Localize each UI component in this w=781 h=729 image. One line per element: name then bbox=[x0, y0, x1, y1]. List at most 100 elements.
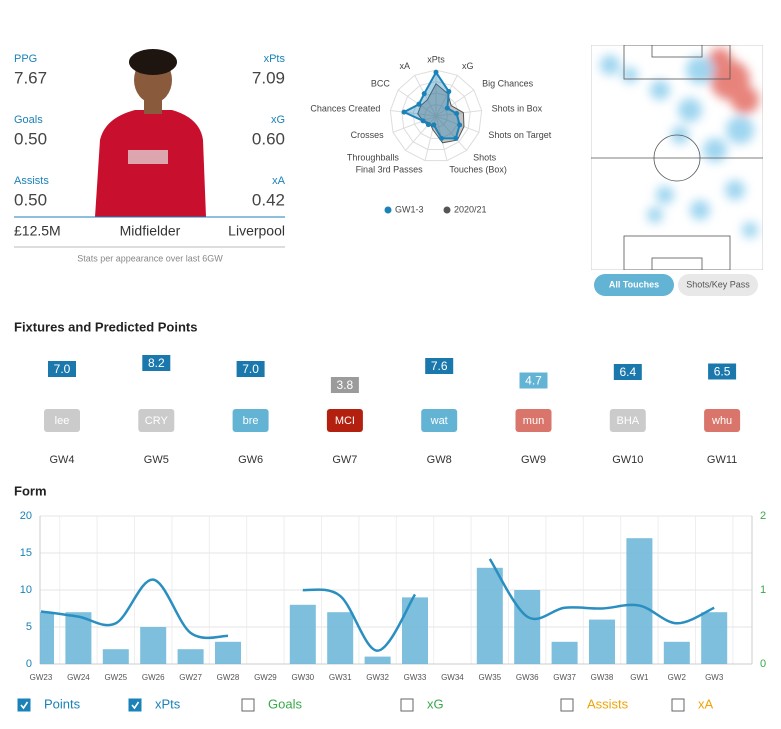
y2-tick-label: 2 bbox=[760, 510, 766, 522]
opponent: mun bbox=[523, 415, 544, 427]
legend-label[interactable]: Goals bbox=[268, 696, 302, 711]
opponent-badge bbox=[232, 409, 269, 432]
stat-label: xPts bbox=[264, 53, 286, 65]
radar-point bbox=[421, 91, 427, 97]
legend-label[interactable]: Assists bbox=[587, 696, 629, 711]
price: £12.5M bbox=[14, 223, 61, 239]
radar-axis-label: Big Chances bbox=[482, 79, 534, 89]
radar-axis-label: xG bbox=[462, 61, 474, 71]
x-tick-label: GW32 bbox=[366, 673, 389, 682]
x-tick-label: GW38 bbox=[591, 673, 614, 682]
predicted-points-label: 6.5 bbox=[714, 365, 731, 379]
radar-spoke bbox=[435, 75, 458, 117]
y-tick-label: 15 bbox=[20, 547, 32, 559]
opponent: whu bbox=[711, 415, 732, 427]
x-tick-label: GW3 bbox=[705, 673, 724, 682]
predicted-points bbox=[519, 372, 548, 389]
bar bbox=[626, 538, 653, 664]
bar bbox=[289, 604, 316, 664]
opponent-badge bbox=[326, 409, 363, 432]
legend-checkbox[interactable] bbox=[671, 698, 685, 712]
y-tick-label: 10 bbox=[20, 584, 32, 596]
x-tick-label: GW2 bbox=[668, 673, 687, 682]
gameweek: GW4 bbox=[49, 454, 74, 466]
predicted-points-label: 4.7 bbox=[525, 374, 542, 388]
stat-value: 0.42 bbox=[252, 190, 285, 209]
radar-axis-label: Final 3rd Passes bbox=[356, 165, 424, 175]
opponent-badge bbox=[704, 409, 741, 432]
bar bbox=[476, 567, 503, 664]
bar bbox=[65, 612, 92, 664]
gameweek: GW8 bbox=[427, 454, 452, 466]
x-tick-label: GW25 bbox=[104, 673, 127, 682]
opponent: CRY bbox=[145, 415, 169, 427]
radar-spoke bbox=[435, 89, 475, 117]
bar bbox=[102, 649, 129, 664]
button-label[interactable]: All Touches bbox=[609, 279, 659, 289]
radar-axis-label: Touches (Box) bbox=[449, 165, 507, 175]
button[interactable] bbox=[678, 274, 758, 296]
bar bbox=[327, 612, 354, 664]
bar bbox=[589, 619, 615, 664]
checkmark bbox=[20, 701, 29, 710]
radar-axis-label: Chances Created bbox=[310, 104, 380, 114]
opponent-badge bbox=[609, 409, 646, 432]
radar-axis-label: Shots on Target bbox=[488, 130, 551, 140]
radar-point bbox=[453, 135, 459, 141]
button[interactable] bbox=[594, 274, 674, 296]
predicted-points bbox=[613, 364, 642, 380]
radar-axis-label: Shots in Box bbox=[492, 104, 543, 114]
radar-point bbox=[454, 111, 460, 117]
predicted-points bbox=[142, 355, 171, 371]
radar-axis-label: Throughballs bbox=[347, 152, 400, 162]
legend-label[interactable]: Points bbox=[44, 696, 81, 711]
note: Stats per appearance over last 6GW bbox=[77, 253, 223, 263]
x-tick-label: GW35 bbox=[478, 673, 501, 682]
y-tick-label: 0 bbox=[26, 658, 32, 670]
gameweek: GW5 bbox=[144, 454, 169, 466]
radar-axis-label: xA bbox=[399, 61, 410, 71]
legend-label[interactable]: xG bbox=[427, 696, 444, 711]
bar bbox=[514, 590, 541, 664]
checkmark bbox=[131, 701, 140, 710]
x-tick-label: GW23 bbox=[30, 673, 53, 682]
team: Liverpool bbox=[228, 223, 285, 239]
opponent: BHA bbox=[616, 415, 639, 427]
radar-point bbox=[446, 89, 452, 95]
button-label[interactable]: Shots/Key Pass bbox=[686, 279, 750, 289]
legend-label: GW1-3 bbox=[395, 204, 424, 214]
predicted-points bbox=[708, 363, 737, 380]
gameweek: GW9 bbox=[521, 454, 546, 466]
bar bbox=[177, 649, 204, 664]
x-tick-label: GW1 bbox=[630, 673, 649, 682]
stat-value: 7.09 bbox=[252, 68, 285, 87]
gameweek: GW7 bbox=[332, 454, 357, 466]
radar-point bbox=[444, 105, 450, 111]
bar bbox=[701, 612, 728, 664]
opponent-badge bbox=[515, 409, 552, 432]
stat-label: Goals bbox=[14, 114, 43, 126]
legend-checkbox[interactable] bbox=[400, 698, 414, 712]
predicted-points bbox=[48, 361, 76, 377]
section-title: Fixtures and Predicted Points bbox=[14, 319, 198, 334]
legend-checkbox[interactable] bbox=[560, 698, 574, 712]
radar-point bbox=[425, 122, 431, 128]
legend-label[interactable]: xPts bbox=[155, 696, 181, 711]
gameweek: GW6 bbox=[238, 454, 263, 466]
legend-label[interactable]: xA bbox=[698, 696, 714, 711]
y-tick-label: 5 bbox=[26, 621, 32, 633]
section-title: Form bbox=[14, 483, 47, 498]
legend-checkbox[interactable] bbox=[241, 698, 255, 712]
predicted-points bbox=[330, 377, 359, 393]
predicted-points-label: 7.6 bbox=[431, 359, 448, 373]
y2-tick-label: 0 bbox=[760, 658, 766, 670]
radar-axis-label: Shots bbox=[473, 152, 497, 162]
legend-checkbox[interactable] bbox=[128, 698, 142, 712]
x-tick-label: GW33 bbox=[404, 673, 427, 682]
opponent: bre bbox=[243, 415, 259, 427]
bar bbox=[215, 641, 241, 664]
legend-checkbox[interactable] bbox=[17, 698, 31, 712]
predicted-points-label: 7.0 bbox=[242, 362, 259, 376]
radar-spoke bbox=[390, 109, 437, 117]
